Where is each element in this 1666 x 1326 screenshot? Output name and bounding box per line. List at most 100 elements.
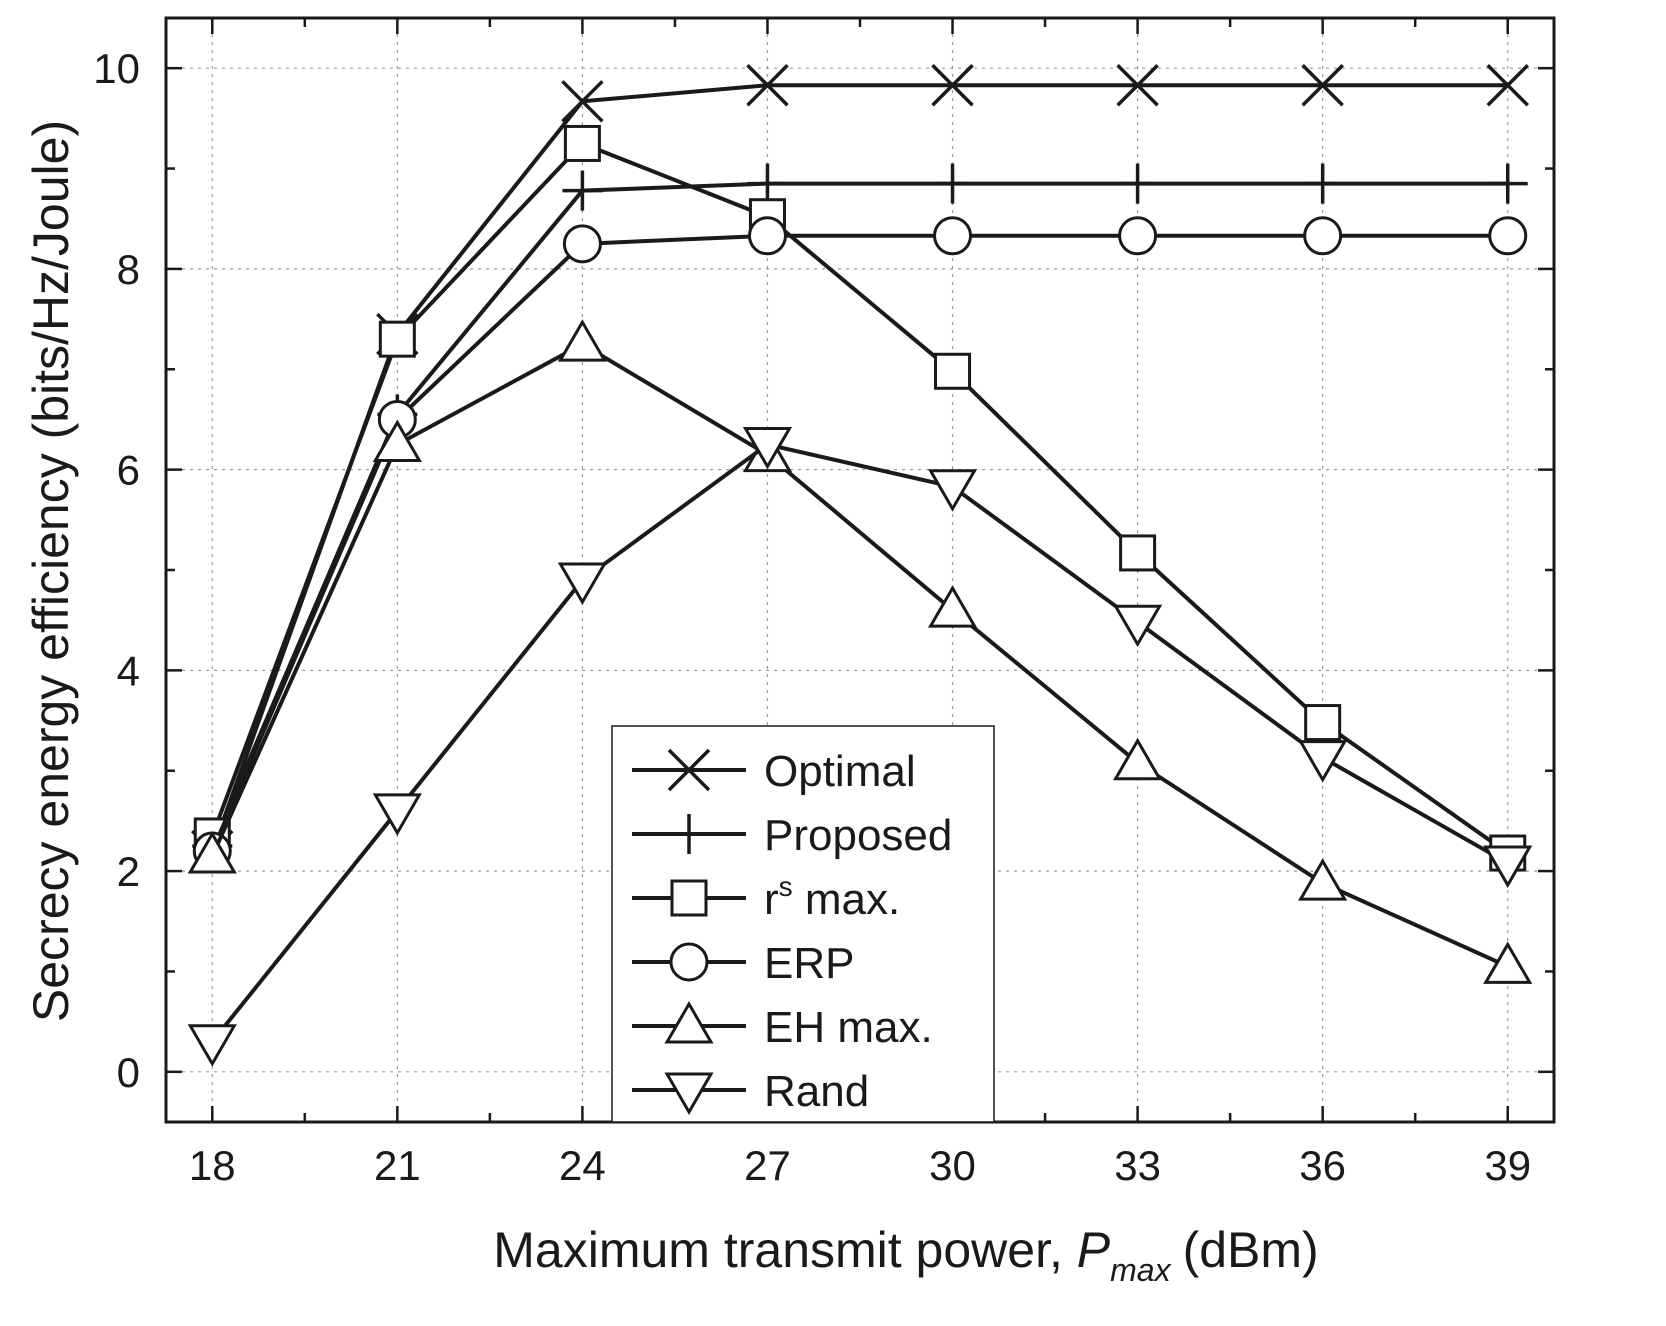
series-line-r — [210, 141, 1509, 855]
triangle-down-shape — [664, 1072, 714, 1115]
square-shape — [1304, 704, 1342, 742]
y-axis-label: Secrecy energy efficiency (bits/Hz/Joule… — [23, 120, 79, 1022]
x-tick-label: 36 — [1299, 1142, 1346, 1189]
data-point-erp — [747, 216, 787, 256]
circle-shape — [562, 224, 602, 264]
data-point-erp — [933, 216, 973, 256]
square-shape — [378, 320, 416, 358]
data-point-eh-max — [187, 831, 237, 874]
data-point-eh-max — [557, 319, 608, 362]
data-point-rand — [1483, 845, 1533, 889]
data-point-optimal — [1301, 64, 1344, 107]
data-point-r — [1119, 534, 1157, 572]
x-stroke — [561, 80, 604, 123]
circle-shape — [747, 216, 787, 256]
series-eh-max — [187, 319, 1533, 984]
data-point-erp — [1118, 216, 1158, 256]
x-tick-label: 24 — [559, 1142, 606, 1189]
legend-entry-rand: Rand — [632, 1067, 869, 1116]
triangle-down-shape — [372, 793, 422, 836]
legend-marker — [667, 748, 711, 792]
triangle-up-shape — [1483, 941, 1533, 984]
data-point-proposed — [1487, 163, 1528, 204]
triangle-up-shape — [372, 419, 422, 463]
y-tick-label: 10 — [93, 45, 140, 92]
data-point-proposed — [747, 163, 788, 204]
x-stroke — [1116, 64, 1159, 107]
triangle-down-shape — [1298, 740, 1348, 783]
x-stroke — [1486, 64, 1529, 107]
legend-label: Proposed — [764, 811, 952, 860]
x-tick-label: 39 — [1484, 1142, 1531, 1189]
legend: Optimal Proposed rs max. ERP EH max. Rand — [611, 725, 995, 1123]
x-stroke — [1301, 64, 1344, 107]
data-point-eh-max — [1483, 941, 1533, 984]
y-tick-label: 0 — [117, 1049, 140, 1096]
data-point-rand — [557, 562, 608, 606]
triangle-up-shape — [1112, 737, 1163, 781]
triangle-up-shape — [187, 831, 237, 874]
circle-shape — [1118, 216, 1158, 256]
data-point-rand — [742, 427, 793, 470]
x-axis-label-symbol: P — [1077, 1222, 1111, 1278]
x-axis-label-text: Maximum transmit power, — [493, 1222, 1063, 1278]
legend-box — [611, 725, 995, 1123]
data-point-optimal — [561, 80, 604, 123]
legend-entry-optimal: Optimal — [632, 747, 916, 796]
triangle-down-shape — [927, 469, 978, 512]
triangle-up-shape — [927, 585, 978, 628]
series-line-rand — [210, 442, 1509, 1043]
x-axis-label: Maximum transmit power, Pmax (dBm) — [493, 1222, 1318, 1288]
series-layer — [187, 64, 1533, 1067]
y-tick-label: 6 — [117, 447, 140, 494]
data-point-r — [1304, 704, 1342, 742]
x-stroke — [746, 64, 789, 107]
data-point-rand — [1298, 740, 1348, 783]
data-point-eh-max — [372, 419, 422, 463]
legend-marker — [670, 879, 708, 917]
x-tick-label: 27 — [744, 1142, 791, 1189]
x-tick-label: 33 — [1114, 1142, 1161, 1189]
y-tick-label: 4 — [117, 647, 140, 694]
legend-marker — [669, 814, 709, 854]
series-line-erp — [210, 233, 1508, 852]
series-line-proposed — [210, 181, 1508, 847]
legend-entry-erp: ERP — [632, 939, 854, 988]
legend-label: EH max. — [764, 1003, 933, 1052]
data-point-rand — [927, 469, 978, 512]
legend-marker — [664, 1001, 714, 1044]
data-point-r — [563, 124, 601, 162]
circle-shape — [1488, 216, 1528, 256]
triangle-down-shape — [742, 427, 793, 470]
circle-shape — [933, 216, 973, 256]
data-point-eh-max — [1112, 737, 1163, 781]
x-stroke — [667, 748, 711, 792]
square-shape — [1119, 534, 1157, 572]
data-point-r — [934, 352, 972, 390]
x-tick-label: 18 — [189, 1142, 236, 1189]
data-point-proposed — [932, 163, 973, 204]
legend-entry-proposed: Proposed — [632, 811, 952, 860]
x-axis-label-unit: (dBm) — [1183, 1222, 1319, 1278]
triangle-up-shape — [664, 1001, 714, 1044]
data-point-optimal — [1116, 64, 1159, 107]
legend-label: Rand — [764, 1067, 869, 1116]
triangle-down-shape — [1112, 604, 1163, 648]
series-line-eh-max — [210, 341, 1509, 969]
data-point-eh-max — [927, 585, 978, 628]
data-point-erp — [562, 224, 602, 264]
y-tick-label: 2 — [117, 848, 140, 895]
circle-shape — [669, 942, 709, 982]
data-point-rand — [187, 1024, 237, 1067]
x-axis-label-subscript: max — [1110, 1252, 1171, 1288]
legend-label: rs max. — [764, 871, 900, 924]
data-point-proposed — [562, 170, 603, 211]
triangle-up-shape — [557, 319, 608, 362]
data-point-rand — [1112, 604, 1163, 648]
legend-entry-r: rs max. — [632, 871, 900, 924]
data-point-optimal — [746, 64, 789, 107]
legend-entry-eh-max: EH max. — [632, 1001, 933, 1052]
